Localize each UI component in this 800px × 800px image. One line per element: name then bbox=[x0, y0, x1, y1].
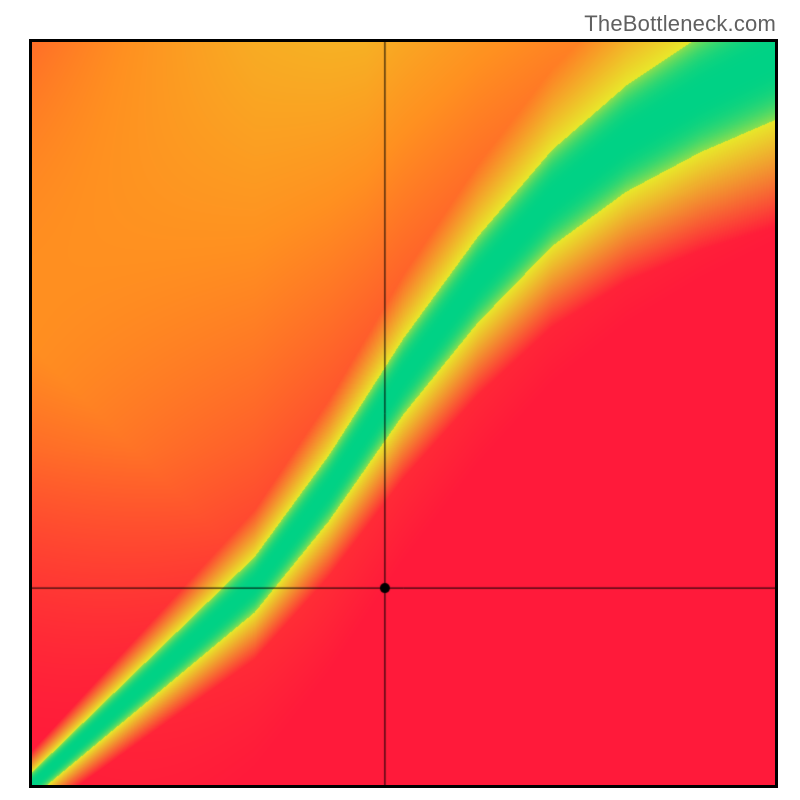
chart-plot-area bbox=[29, 39, 778, 788]
watermark-text: TheBottleneck.com bbox=[584, 11, 776, 37]
heatmap-canvas bbox=[32, 42, 775, 785]
chart-container: TheBottleneck.com bbox=[0, 0, 800, 800]
